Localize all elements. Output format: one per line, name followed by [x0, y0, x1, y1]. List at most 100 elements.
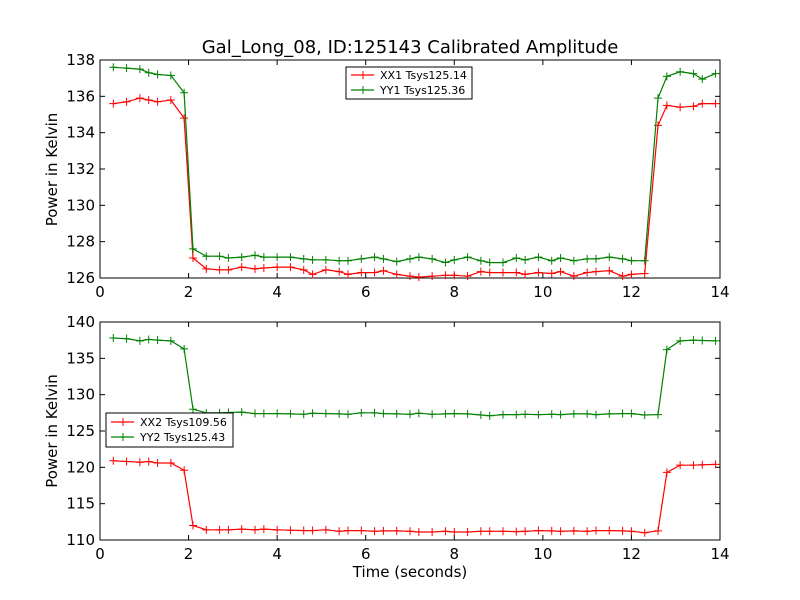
top-series-1-point [583, 268, 592, 277]
top-series-1-point [711, 99, 720, 108]
top-legend-label-2: YY1 Tsys125.36 [379, 84, 465, 97]
top-series-1-point [357, 268, 366, 277]
bottom-series-1-point [273, 525, 282, 534]
bottom-series-2-point [344, 410, 352, 419]
top-series-2-point [392, 257, 401, 266]
bottom-series-1-point [463, 528, 472, 537]
bottom-series-1-point [286, 526, 295, 535]
bottom-series-1-point [512, 527, 521, 536]
bottom-series-1-point [299, 526, 308, 535]
bottom-series-1-point [335, 527, 344, 536]
bottom-series-1-point [357, 526, 366, 535]
top-series-1-point [547, 269, 556, 278]
top-series-2-point [463, 253, 472, 262]
bottom-series-2-point [414, 409, 423, 418]
bottom-series-2-point [370, 408, 379, 417]
bottom-x-tick-label: 2 [184, 545, 194, 563]
bottom-series-2-point [583, 409, 592, 418]
bottom-series-2-point [534, 410, 543, 419]
top-series-2-point [689, 69, 698, 78]
top-series-1-point [273, 263, 282, 272]
top-legend-label-1: XX1 Tsys125.14 [380, 69, 467, 82]
bottom-series-2-point [569, 409, 578, 418]
bottom-series-1-point [379, 526, 388, 535]
bottom-y-axis-label: Power in Kelvin [43, 374, 61, 488]
bottom-series-1-point [534, 526, 543, 535]
bottom-series-2-point [237, 408, 246, 417]
top-x-tick-label: 12 [622, 283, 641, 301]
bottom-series-1-point [618, 526, 627, 535]
top-x-tick-label: 0 [95, 283, 105, 301]
top-legend-marker-1 [359, 71, 367, 79]
bottom-series-1-point [476, 527, 485, 536]
bottom-series-1-point [202, 525, 211, 534]
bottom-y-tick-label: 110 [66, 531, 95, 549]
top-legend-marker-2 [359, 86, 367, 94]
top-series-2-point [547, 256, 556, 265]
top-series-1-point [344, 270, 352, 279]
bottom-series-2-point [135, 336, 144, 345]
top-series-1-point [499, 268, 507, 277]
bottom-series-2-point [547, 410, 556, 419]
bottom-series-2-point [166, 336, 175, 345]
top-series-2-point [428, 254, 437, 263]
bottom-y-tick-label: 125 [66, 422, 95, 440]
bottom-x-tick-label: 10 [533, 545, 552, 563]
top-series-1-point [392, 270, 401, 279]
top-series-1-point [202, 264, 211, 273]
bottom-series-2-point [476, 411, 485, 420]
bottom-series-1-point [122, 457, 131, 466]
top-series-2-point [251, 251, 259, 260]
top-series-2-point [662, 72, 671, 81]
top-series-2-point [224, 254, 233, 263]
top-series-2-point [237, 253, 246, 262]
bottom-series-1-point [592, 526, 600, 535]
bottom-series-1-point [135, 458, 144, 467]
top-series-2-point [485, 258, 494, 267]
bottom-series-2-point [499, 410, 507, 419]
bottom-series-1-point [499, 527, 507, 536]
bottom-x-tick-label: 8 [450, 545, 460, 563]
bottom-series-2-point [605, 409, 614, 418]
bottom-series-2-point [144, 335, 153, 344]
top-series-1-point [153, 97, 162, 106]
bottom-series-2-point [441, 409, 450, 418]
top-series-2-point [109, 63, 118, 72]
bottom-series-2-point [428, 410, 437, 419]
top-series-1-point [521, 270, 530, 279]
bottom-series-1-point [583, 527, 592, 536]
top-series-1-point [512, 268, 521, 277]
bottom-series-2-point [273, 409, 282, 418]
bottom-series-1-point [654, 526, 662, 535]
bottom-series-2-point [676, 336, 685, 345]
top-series-2-point [335, 256, 344, 265]
top-series-1-point [180, 114, 189, 123]
bottom-series-1-point [441, 527, 450, 536]
top-series-2-point [321, 255, 330, 264]
top-series-2-point [414, 253, 423, 262]
bottom-series-1-point [237, 525, 246, 534]
bottom-series-2-point [556, 410, 565, 419]
top-series-1-point [640, 269, 649, 278]
bottom-series-1-point [556, 527, 565, 536]
top-series-2-point [441, 258, 450, 267]
top-series-2-point [299, 254, 308, 263]
bottom-series-1-point [180, 466, 189, 475]
top-series-1-point [286, 263, 295, 272]
bottom-series-1-point [251, 525, 259, 534]
bottom-series-2-point [662, 345, 671, 354]
top-series-line-2 [113, 66, 716, 264]
bottom-series-2-point [627, 409, 636, 418]
bottom-series-2-point [711, 336, 720, 345]
top-y-axis-label: Power in Kelvin [43, 113, 61, 227]
bottom-y-tick-label: 140 [66, 313, 95, 331]
top-y-tick-label: 138 [66, 51, 95, 69]
bottom-series-2-point [109, 333, 118, 342]
top-series-1-point [122, 97, 131, 106]
top-y-tick-label: 126 [66, 269, 95, 287]
top-series-2-point [476, 256, 485, 265]
top-series-1-point [428, 272, 437, 281]
top-legend-box [345, 66, 473, 100]
bottom-legend-box [105, 412, 234, 448]
